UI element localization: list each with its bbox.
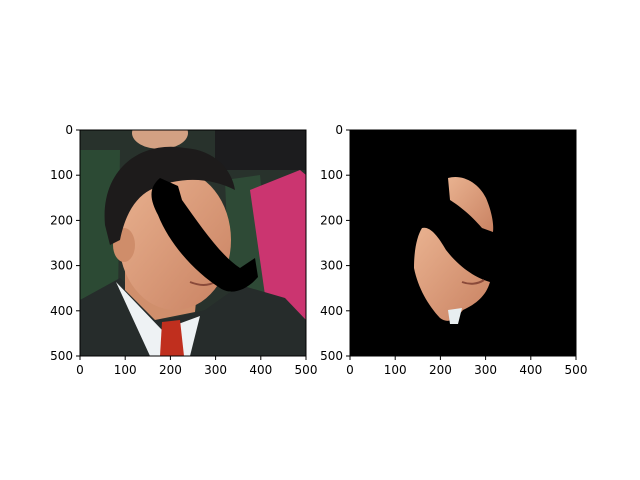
right-y-tick-label: 200 bbox=[320, 213, 343, 227]
right-x-axis: 0 100 200 300 400 500 bbox=[346, 356, 587, 377]
right-y-tick-label: 400 bbox=[320, 304, 343, 318]
left-x-tick-label: 200 bbox=[159, 363, 182, 377]
face-photo bbox=[80, 130, 306, 356]
right-x-tick-label: 400 bbox=[519, 363, 542, 377]
right-x-tick-label: 500 bbox=[565, 363, 588, 377]
left-x-axis: 0 100 200 300 400 500 bbox=[76, 356, 317, 377]
right-y-tick-label: 500 bbox=[320, 349, 343, 363]
right-x-tick-label: 0 bbox=[346, 363, 354, 377]
left-axes-frame bbox=[79, 129, 307, 357]
left-x-tick-label: 0 bbox=[76, 363, 84, 377]
right-x-tick-label: 100 bbox=[384, 363, 407, 377]
masked-face bbox=[350, 130, 576, 356]
left-y-axis: 0 100 200 300 400 500 bbox=[50, 123, 80, 363]
left-y-tick-label: 200 bbox=[50, 213, 73, 227]
left-x-tick-label: 400 bbox=[249, 363, 272, 377]
left-x-tick-label: 300 bbox=[204, 363, 227, 377]
left-y-tick-label: 500 bbox=[50, 349, 73, 363]
left-y-tick-label: 0 bbox=[65, 123, 73, 137]
left-y-tick-label: 400 bbox=[50, 304, 73, 318]
right-y-tick-label: 0 bbox=[335, 123, 343, 137]
left-y-tick-label: 300 bbox=[50, 259, 73, 273]
left-image-panel: 0 100 200 300 400 500 0 100 200 300 400 500 bbox=[50, 123, 317, 377]
right-axes-frame bbox=[349, 129, 577, 357]
right-y-tick-label: 300 bbox=[320, 259, 343, 273]
left-x-tick-label: 100 bbox=[114, 363, 137, 377]
right-y-axis: 0 100 200 300 400 500 bbox=[320, 123, 350, 363]
right-x-tick-label: 300 bbox=[474, 363, 497, 377]
left-y-tick-label: 100 bbox=[50, 168, 73, 182]
left-x-tick-label: 500 bbox=[295, 363, 318, 377]
right-image-panel: 0 100 200 300 400 500 0 100 200 300 400 500 bbox=[320, 123, 587, 377]
right-y-tick-label: 100 bbox=[320, 168, 343, 182]
right-x-tick-label: 200 bbox=[429, 363, 452, 377]
